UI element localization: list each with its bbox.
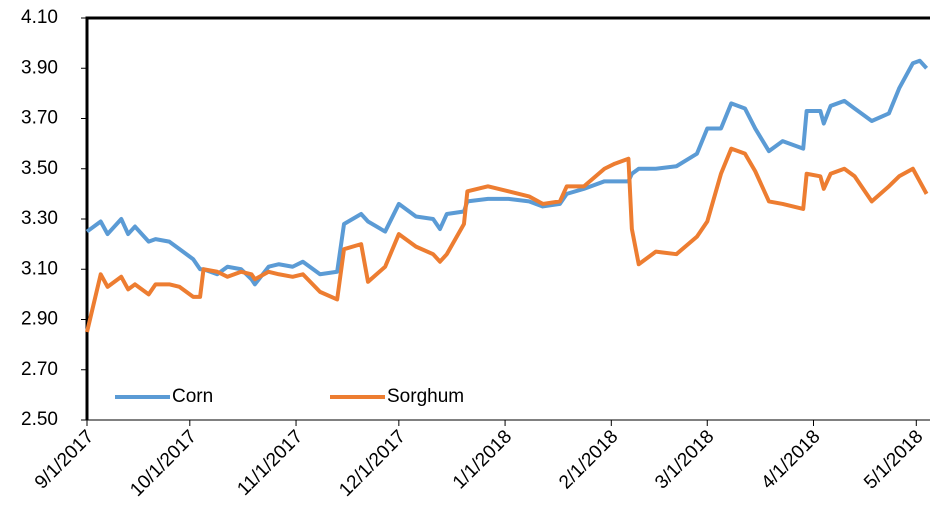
y-tick-label: 3.30 xyxy=(21,208,58,229)
x-tick-label: 12/1/2017 xyxy=(335,426,410,501)
y-tick-label: 2.50 xyxy=(21,409,58,430)
y-tick-label: 4.10 xyxy=(21,7,58,28)
legend-label: Sorghum xyxy=(387,386,464,407)
x-tick-label: 4/1/2018 xyxy=(757,426,824,493)
y-tick-label: 3.70 xyxy=(21,108,58,129)
x-tick-label: 2/1/2018 xyxy=(555,426,622,493)
y-tick-label: 3.90 xyxy=(21,57,58,78)
x-tick-label: 3/1/2018 xyxy=(651,426,718,493)
series-line xyxy=(85,58,929,287)
y-tick-label: 3.50 xyxy=(21,158,58,179)
x-tick-label: 5/1/2018 xyxy=(860,426,927,493)
legend-label: Corn xyxy=(172,386,213,407)
x-tick-label: 9/1/2017 xyxy=(31,426,98,493)
x-tick-label: 11/1/2017 xyxy=(233,426,307,500)
y-tick-label: 2.70 xyxy=(21,359,58,380)
series-line xyxy=(85,146,929,333)
x-tick-label: 10/1/2017 xyxy=(126,426,201,501)
y-tick-label: 3.10 xyxy=(21,258,58,279)
x-tick-label: 1/1/2018 xyxy=(449,426,516,493)
y-tick-label: 2.90 xyxy=(21,309,58,330)
